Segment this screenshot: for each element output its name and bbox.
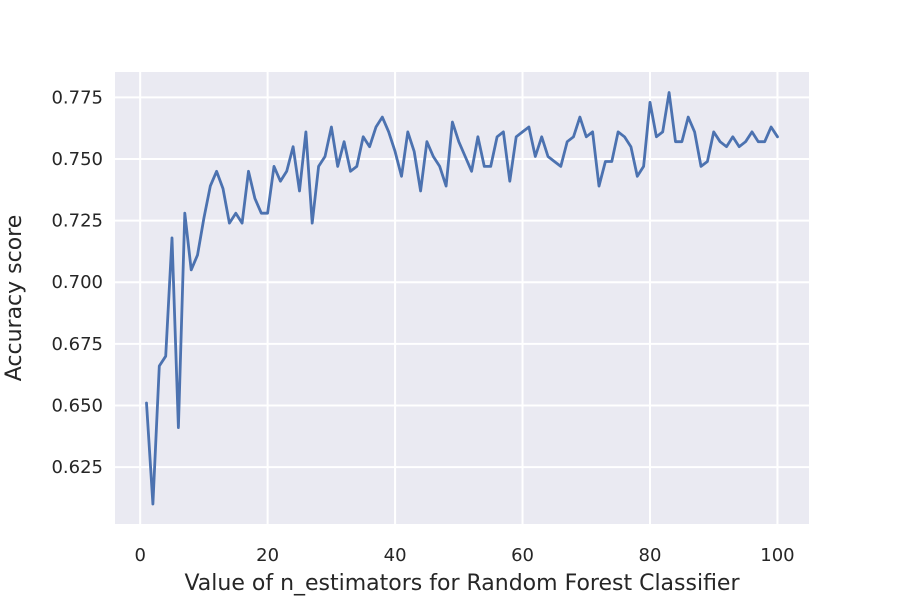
y-tick-label: 0.675: [51, 334, 103, 355]
plot-area: [115, 72, 809, 524]
x-axis-label: Value of n_estimators for Random Forest …: [184, 571, 740, 596]
x-tick-labels: 0 20 40 60 80 100: [134, 545, 794, 566]
y-tick-label: 0.650: [51, 395, 103, 416]
y-tick-label: 0.775: [51, 87, 103, 108]
x-tick-label: 0: [134, 545, 145, 566]
y-tick-label: 0.700: [51, 272, 103, 293]
y-tick-labels: 0.625 0.650 0.675 0.700 0.725 0.750 0.775: [51, 87, 103, 478]
x-tick-label: 40: [384, 545, 407, 566]
x-tick-label: 100: [760, 545, 794, 566]
x-tick-label: 60: [511, 545, 534, 566]
x-tick-label: 80: [639, 545, 662, 566]
y-axis-label: Accuracy score: [2, 215, 27, 382]
data-series: [145, 91, 779, 506]
y-tick-label: 0.725: [51, 211, 103, 232]
x-tick-label: 20: [256, 545, 279, 566]
y-tick-label: 0.625: [51, 457, 103, 478]
y-tick-label: 0.750: [51, 149, 103, 170]
series-line: [145, 91, 779, 506]
